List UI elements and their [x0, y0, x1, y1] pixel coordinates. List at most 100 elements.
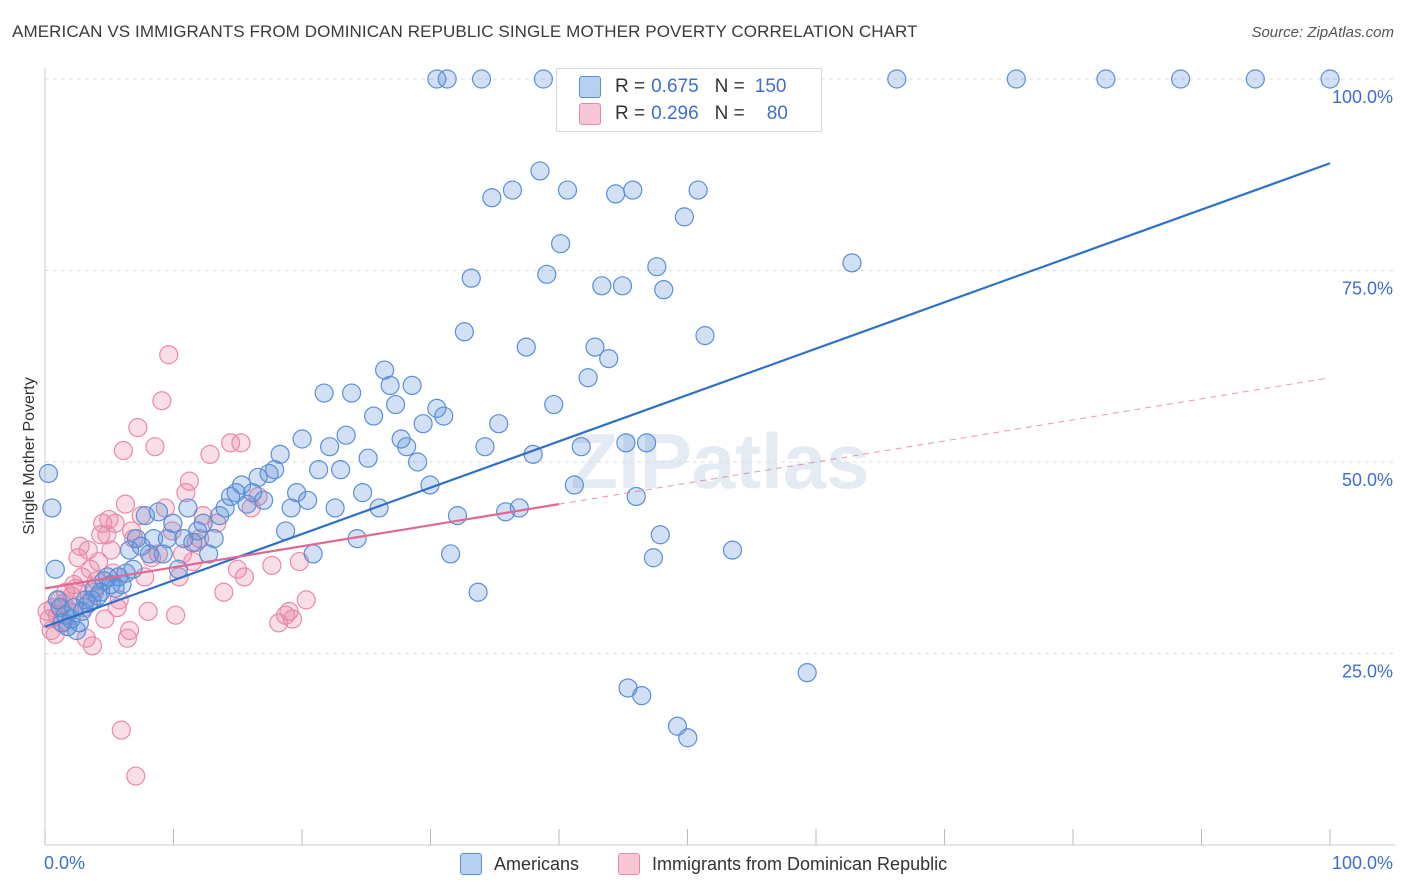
american-point	[42, 498, 62, 518]
american-point	[612, 276, 633, 296]
american-point	[509, 498, 529, 518]
bottom-legend-label: Americans	[494, 853, 580, 874]
immigrant-point	[296, 590, 316, 610]
american-point	[358, 448, 378, 468]
immigrants-trend-line	[44, 503, 560, 590]
immigrant-point	[89, 551, 109, 572]
american-point	[688, 180, 708, 200]
american-point	[1096, 69, 1116, 89]
american-point	[502, 180, 523, 200]
legend-n-value: 150	[754, 76, 787, 97]
immigrants-trend-extension	[558, 377, 1331, 505]
legend-row-americans: R = 0.675 N = 150	[579, 75, 786, 99]
american-point	[254, 490, 274, 510]
americans-points	[38, 69, 1340, 748]
american-point	[647, 257, 667, 277]
immigrant-point	[166, 605, 186, 625]
american-point	[537, 264, 557, 284]
american-point	[530, 161, 550, 181]
bottom-swatch-pink	[618, 853, 640, 875]
y-tick-label: 25.0%	[1342, 662, 1393, 682]
immigrant-point	[200, 444, 220, 464]
american-point	[533, 69, 554, 89]
legend-n-label: N =	[714, 76, 745, 97]
american-point	[626, 486, 646, 507]
y-tick-label: 100.0%	[1332, 87, 1393, 107]
american-point	[397, 437, 417, 457]
american-point	[163, 513, 183, 533]
american-point	[1245, 69, 1265, 89]
american-point	[636, 433, 657, 453]
american-point	[606, 184, 626, 204]
legend-r-value: 0.296	[651, 103, 699, 124]
bottom-legend-label: Immigrants from Dominican Republic	[652, 853, 948, 874]
american-point	[585, 337, 605, 357]
american-point	[364, 406, 384, 426]
immigrant-point	[117, 628, 138, 648]
legend-swatch-blue	[579, 76, 601, 98]
american-point	[270, 444, 290, 464]
legend-swatch-pink	[579, 103, 601, 125]
american-point	[353, 483, 373, 503]
american-point	[623, 180, 643, 200]
american-point	[237, 494, 257, 514]
american-point	[314, 383, 334, 403]
american-point	[471, 69, 492, 89]
american-point	[1320, 69, 1340, 89]
immigrant-point	[152, 391, 172, 411]
immigrant-point	[113, 440, 133, 461]
immigrant-point	[207, 513, 227, 533]
american-point	[215, 498, 235, 518]
american-point	[380, 375, 400, 395]
american-point	[654, 280, 674, 300]
immigrant-point	[95, 609, 115, 629]
american-point	[248, 467, 268, 487]
bottom-legend-americans: Americans	[460, 852, 579, 876]
american-point	[139, 544, 160, 564]
american-point	[386, 394, 406, 415]
american-point	[427, 69, 447, 89]
american-point	[178, 498, 198, 518]
axes	[44, 68, 1395, 846]
american-point	[298, 490, 318, 510]
stats-legend: R = 0.675 N = 150 R = 0.296 N = 80	[556, 68, 822, 132]
tick-labels: 25.0% 50.0% 75.0% 100.0% 0.0% 100.0%	[44, 87, 1393, 873]
american-point	[678, 728, 698, 748]
american-point	[571, 437, 591, 457]
immigrant-point	[221, 433, 241, 453]
immigrant-point	[262, 555, 282, 576]
american-point	[157, 528, 177, 549]
american-point	[292, 429, 312, 449]
american-point	[259, 463, 279, 484]
y-tick-label: 75.0%	[1342, 279, 1393, 299]
american-point	[643, 548, 664, 568]
americans-trend-line	[44, 162, 1331, 628]
american-point	[331, 460, 351, 480]
american-point	[38, 463, 59, 484]
legend-r-label: R =	[615, 76, 646, 97]
american-point	[650, 525, 670, 545]
immigrant-point	[179, 471, 199, 491]
american-point	[287, 483, 307, 503]
american-point	[144, 528, 164, 549]
american-point	[408, 452, 428, 472]
american-point	[320, 437, 340, 457]
immigrant-point	[282, 609, 303, 629]
american-point	[461, 268, 481, 288]
american-point	[632, 686, 652, 706]
american-point	[454, 322, 474, 342]
trend-lines	[44, 162, 1331, 628]
grid-lines	[45, 78, 1395, 654]
american-point	[437, 69, 457, 89]
american-point	[148, 502, 169, 522]
legend-n-label: N =	[714, 103, 745, 124]
american-point	[67, 620, 87, 641]
american-point	[336, 425, 356, 445]
american-point	[199, 544, 219, 564]
american-point	[183, 532, 203, 553]
american-point	[516, 337, 536, 357]
american-point	[887, 69, 907, 89]
american-point	[153, 544, 173, 564]
american-point	[375, 360, 395, 380]
immigrant-point	[231, 433, 251, 453]
